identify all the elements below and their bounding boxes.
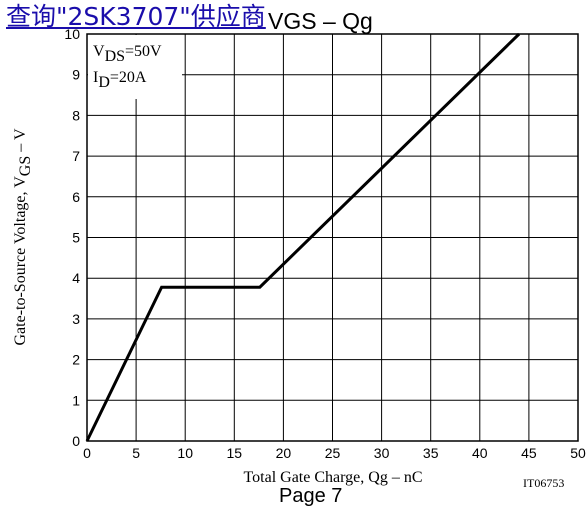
supplier-query-link[interactable]: 查询"2SK3707"供应商	[6, 2, 266, 31]
plot-frame	[86, 33, 579, 442]
x-tick-label: 25	[325, 445, 341, 461]
x-tick-label: 20	[276, 445, 292, 461]
y-tick-label: 3	[72, 311, 80, 327]
x-tick-label: 40	[472, 445, 488, 461]
figure-id: IT06753	[523, 476, 565, 490]
annotation-vds: VDS=50V	[93, 43, 162, 65]
y-tick-label: 4	[72, 270, 80, 286]
vgs-qg-curve	[85, 32, 521, 442]
x-tick-label: 30	[374, 445, 390, 461]
y-tick-label: 10	[64, 26, 80, 42]
y-axis-label: Gate-to-Source Voltage, VGS – V	[12, 128, 34, 345]
x-tick-label: 45	[521, 445, 537, 461]
x-axis-label: Total Gate Charge, Qg – nC	[244, 469, 423, 486]
series-layer	[85, 32, 521, 442]
y-tick-label: 0	[72, 433, 80, 449]
footer-text: Page 7	[279, 485, 343, 507]
y-tick-label: 2	[72, 352, 80, 368]
y-tick-label: 6	[72, 189, 80, 205]
x-tick-labels: 0 5 10 15 20 25 30 35 40 45 50	[83, 445, 586, 461]
y-tick-labels: 0 1 2 3 4 5 6 7 8 9 10	[64, 26, 80, 449]
x-tick-label: 50	[570, 445, 586, 461]
y-tick-label: 8	[72, 107, 80, 123]
x-tick-label: 10	[177, 445, 193, 461]
y-tick-label: 5	[72, 230, 80, 246]
chart-title: VGS – Qg	[268, 8, 373, 34]
x-tick-label: 15	[227, 445, 243, 461]
y-tick-label: 7	[72, 148, 80, 164]
annotation-id: ID=20A	[93, 69, 147, 91]
x-tick-label: 5	[132, 445, 140, 461]
y-tick-label: 9	[72, 67, 80, 83]
x-tick-label: 35	[423, 445, 439, 461]
grid-lines	[87, 34, 578, 441]
y-tick-label: 1	[72, 392, 80, 408]
x-tick-label: 0	[83, 445, 91, 461]
annotation-box: VDS=50V ID=20A	[88, 35, 182, 99]
